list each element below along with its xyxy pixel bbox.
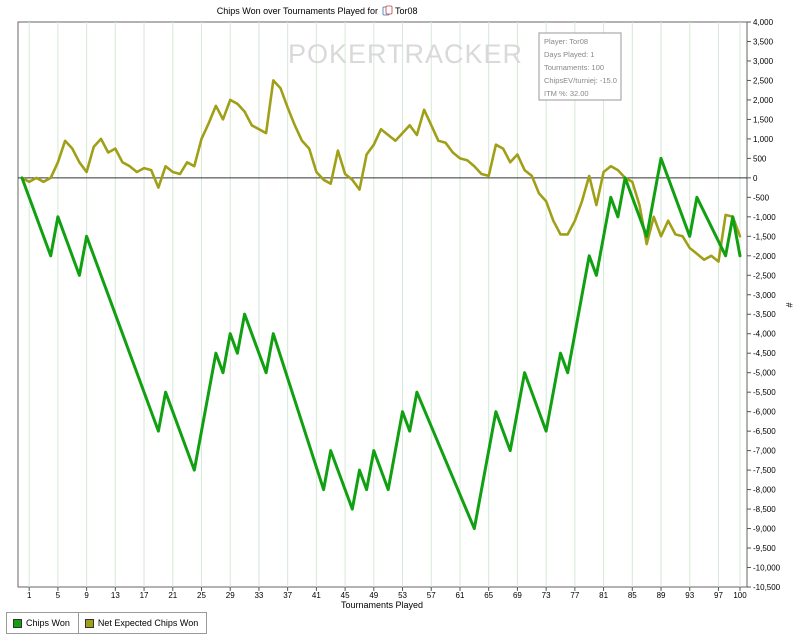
legend-swatch: [13, 618, 22, 628]
x-tick-label: 37: [283, 591, 292, 600]
legend-item-chips-won[interactable]: Chips Won: [7, 613, 78, 633]
x-axis-label: Tournaments Played: [341, 600, 423, 610]
x-tick-label: 25: [197, 591, 206, 600]
y-axis-label: #: [784, 302, 794, 307]
legend-label: Net Expected Chips Won: [97, 618, 199, 628]
y-tick-label: 2,500: [753, 76, 774, 85]
series-line-net-expected-chips-won: [20, 79, 742, 263]
y-tick-label: -2,000: [753, 252, 776, 261]
x-tick-label: 17: [140, 591, 149, 600]
x-tick-label: 49: [369, 591, 378, 600]
x-tick-label: 57: [427, 591, 436, 600]
y-tick-label: 3,000: [753, 57, 774, 66]
x-tick-label: 73: [542, 591, 551, 600]
x-tick-label: 13: [111, 591, 120, 600]
x-tick-label: 41: [312, 591, 321, 600]
y-tick-label: 3,500: [753, 37, 774, 46]
info-box-line: ChipsEV/turniej: -15.0: [544, 76, 617, 85]
y-tick-label: -9,000: [753, 525, 776, 534]
legend-swatch: [84, 618, 94, 628]
x-tick-label: 5: [56, 591, 61, 600]
x-tick-label: 77: [570, 591, 579, 600]
y-tick-label: -7,000: [753, 447, 776, 456]
series-layer: [20, 79, 742, 531]
x-tick-label: 45: [341, 591, 350, 600]
y-tick-label: -8,000: [753, 486, 776, 495]
x-tick-label: 1: [27, 591, 32, 600]
y-tick-label: -1,500: [753, 232, 776, 241]
x-tick-label: 29: [226, 591, 235, 600]
y-tick-label: -4,500: [753, 349, 776, 358]
info-box: Player: Tor08 Days Played: 1 Tournaments…: [538, 32, 622, 101]
x-tick-label: 21: [168, 591, 177, 600]
chart-title: Chips Won over Tournaments Played for: [217, 6, 378, 16]
y-tick-label: 1,500: [753, 115, 774, 124]
y-tick-label: 1,000: [753, 135, 774, 144]
y-tick-label: -9,500: [753, 544, 776, 553]
chart-title-player: Tor08: [395, 6, 418, 16]
x-tick-label: 53: [398, 591, 407, 600]
x-tick-label: 69: [513, 591, 522, 600]
y-tick-label: -6,500: [753, 427, 776, 436]
y-tick-label: 2,000: [753, 96, 774, 105]
grid-lines: [28, 22, 741, 587]
y-tick-label: -500: [753, 193, 770, 202]
legend: Chips Won Net Expected Chips Won: [6, 612, 208, 634]
y-tick-label: -10,500: [753, 583, 781, 592]
info-box-line: ITM %: 32.00: [544, 89, 589, 98]
y-tick-label: -5,000: [753, 369, 776, 378]
x-tick-label: 85: [628, 591, 637, 600]
x-tick-label: 100: [733, 591, 747, 600]
x-tick-label: 65: [484, 591, 493, 600]
y-tick-label: 0: [753, 174, 758, 183]
x-tick-label: 9: [84, 591, 89, 600]
legend-label: Chips Won: [26, 618, 70, 628]
legend-item-net-expected[interactable]: Net Expected Chips Won: [77, 613, 206, 633]
x-tick-label: 61: [456, 591, 465, 600]
plot-area: [17, 21, 748, 588]
y-tick-label: -3,500: [753, 310, 776, 319]
y-tick-label: -6,000: [753, 408, 776, 417]
x-tick-label: 97: [714, 591, 723, 600]
y-axis: 4,000 3,500 3,000 2,500 2,000 1,500 1,000 500 0 -…: [747, 18, 781, 592]
y-tick-label: -7,500: [753, 466, 776, 475]
y-tick-label: -8,500: [753, 505, 776, 514]
y-tick-label: -5,500: [753, 388, 776, 397]
x-tick-label: 33: [254, 591, 263, 600]
x-axis: 1 5 9 13 17 21 25 29 33 37 41 45 49 53 57 61 65 69 73 77 81 8…: [27, 587, 747, 600]
info-box-line: Player: Tor08: [544, 37, 588, 46]
info-box-line: Days Played: 1: [544, 50, 594, 59]
y-tick-label: -10,000: [753, 564, 781, 573]
series-line-chips-won: [20, 156, 742, 531]
watermark: POKERTRACKER: [288, 39, 523, 69]
y-tick-label: 4,000: [753, 18, 774, 27]
player-icon: [382, 5, 393, 16]
y-tick-label: -4,000: [753, 330, 776, 339]
y-tick-label: 500: [753, 154, 767, 163]
x-tick-label: 81: [599, 591, 608, 600]
y-tick-label: -2,500: [753, 271, 776, 280]
x-tick-label: 89: [657, 591, 666, 600]
y-tick-label: -3,000: [753, 291, 776, 300]
info-box-line: Tournaments: 100: [544, 63, 604, 72]
y-tick-label: -1,000: [753, 213, 776, 222]
x-tick-label: 93: [685, 591, 694, 600]
